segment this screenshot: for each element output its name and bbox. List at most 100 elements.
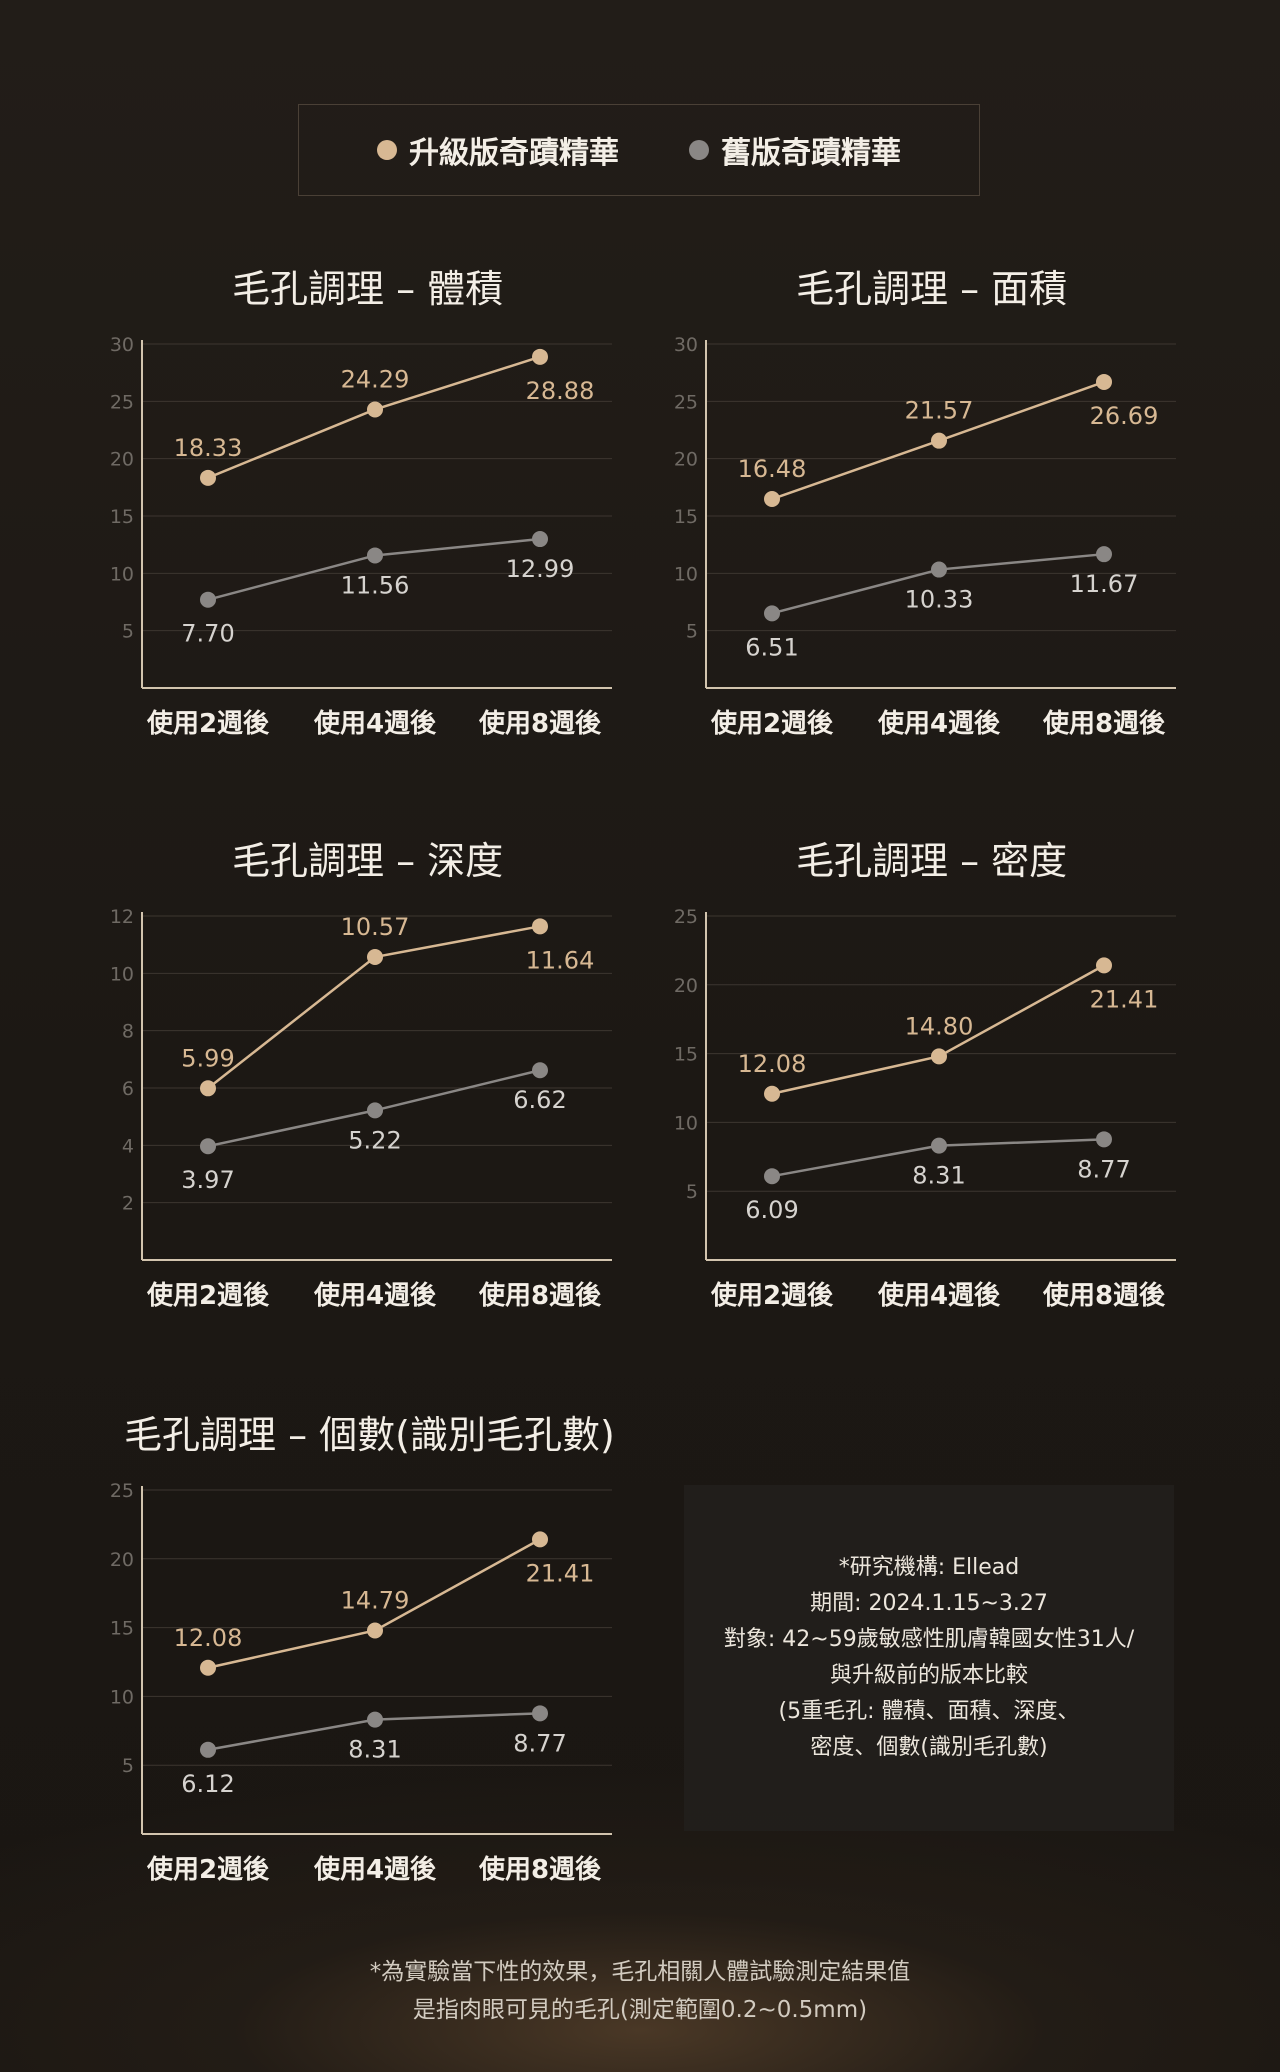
legend-item-new: 升級版奇蹟精華 [377,128,619,172]
x-category-label: 使用4週後 [313,1280,437,1311]
data-point-new [764,1085,780,1102]
chart-title-depth: 毛孔調理 – 深度 [232,839,504,883]
study-note-line: 期間: 2024.1.15~3.27 [810,1591,1048,1616]
y-tick-label: 25 [674,906,698,928]
y-tick-label: 10 [110,963,134,985]
data-point-new [367,948,383,965]
data-point-old [532,1062,548,1079]
y-tick-label: 15 [674,506,698,528]
data-point-new [532,1531,548,1548]
y-tick-label: 10 [674,563,698,585]
data-label-new: 14.79 [341,1586,410,1614]
data-label-old: 11.67 [1070,570,1139,598]
y-tick-label: 20 [110,449,134,471]
footer-disclaimer: *為實驗當下性的效果，毛孔相關人體試驗測定結果值 是指肉眼可見的毛孔(測定範圍0… [0,1953,1280,2029]
data-label-new: 16.48 [738,455,807,483]
data-point-new [532,348,548,365]
data-label-new: 18.33 [174,434,243,462]
chart-count: 5 10 15 20 25 使用2週後 使用4週後 使用8週後 12.08 14.79 21.41 6… [110,1480,612,1885]
data-label-new: 12.08 [174,1624,243,1652]
x-category-label: 使用8週後 [478,708,602,739]
chart-title-count: 毛孔調理 – 個數(識別毛孔數) [124,1413,615,1457]
data-point-new [200,469,216,486]
data-label-old: 6.51 [745,633,798,661]
study-note-line: *研究機構: Ellead [838,1555,1020,1580]
study-note-box: *研究機構: Ellead 期間: 2024.1.15~3.27 對象: 42~… [684,1485,1174,1831]
data-point-old [367,1102,383,1119]
x-category-label: 使用8週後 [1042,1280,1166,1311]
x-category-label: 使用2週後 [710,708,834,739]
data-label-old: 3.97 [181,1166,234,1194]
data-label-old: 5.22 [348,1126,401,1154]
data-label-new: 21.41 [1090,985,1159,1013]
data-label-new: 28.88 [526,377,595,405]
data-label-old: 6.12 [181,1770,234,1798]
chart-title-density: 毛孔調理 – 密度 [796,839,1068,883]
y-tick-label: 30 [674,334,698,356]
y-tick-label: 10 [110,563,134,585]
x-category-label: 使用2週後 [146,708,270,739]
data-label-old: 8.31 [348,1736,401,1764]
footer-line-1: *為實驗當下性的效果，毛孔相關人體試驗測定結果值 [369,1959,911,1985]
legend-label-new: 升級版奇蹟精華 [409,136,619,171]
data-label-new: 21.41 [526,1559,595,1587]
x-category-label: 使用8週後 [1042,708,1166,739]
y-tick-label: 6 [122,1078,134,1100]
data-point-old [764,605,780,622]
data-label-new: 26.69 [1090,402,1159,430]
x-category-label: 使用2週後 [146,1280,270,1311]
y-tick-label: 10 [674,1112,698,1134]
y-tick-label: 20 [674,449,698,471]
y-tick-label: 5 [122,621,134,643]
legend-dot-old [689,140,709,160]
data-label-new: 11.64 [526,946,595,974]
data-point-old [367,1711,383,1728]
chart-volume: 5 10 15 20 25 30 使用2週後 使用4週後 使用8週後 18.33 24.29 28.8… [110,334,612,739]
data-label-old: 11.56 [341,571,410,599]
y-tick-label: 20 [674,975,698,997]
data-point-new [200,1659,216,1676]
data-point-old [532,531,548,548]
data-point-old [532,1705,548,1722]
x-category-label: 使用2週後 [146,1854,270,1885]
data-label-old: 10.33 [905,586,974,614]
data-label-old: 8.31 [912,1162,965,1190]
data-label-new: 21.57 [905,397,974,425]
chart-legend: 升級版奇蹟精華 舊版奇蹟精華 [298,104,980,196]
legend-label-old: 舊版奇蹟精華 [721,136,901,171]
y-tick-label: 10 [110,1686,134,1708]
data-point-old [764,1168,780,1185]
y-tick-label: 20 [110,1549,134,1571]
study-note-line: (5重毛孔: 體積、面積、深度、 [778,1699,1080,1724]
data-point-new [200,1080,216,1097]
data-label-new: 5.99 [181,1044,234,1072]
data-label-old: 8.77 [513,1729,566,1757]
data-point-new [367,401,383,418]
data-label-old: 6.09 [745,1196,798,1224]
y-tick-label: 15 [674,1044,698,1066]
chart-title-area: 毛孔調理 – 面積 [796,267,1068,311]
x-category-label: 使用4週後 [877,1280,1001,1311]
y-tick-label: 25 [110,391,134,413]
chart-density: 5 10 15 20 25 使用2週後 使用4週後 使用8週後 12.08 14.80 21.41 6… [674,906,1176,1311]
data-point-old [1096,546,1112,563]
data-point-new [931,432,947,449]
x-category-label: 使用4週後 [313,708,437,739]
data-label-old: 7.70 [181,620,234,648]
data-label-old: 6.62 [513,1086,566,1114]
data-point-new [1096,957,1112,974]
y-tick-label: 12 [110,906,134,928]
study-note-line: 與升級前的版本比較 [829,1663,1028,1688]
legend-item-old: 舊版奇蹟精華 [689,128,901,172]
y-tick-label: 5 [122,1755,134,1777]
footer-line-2: 是指肉眼可見的毛孔(測定範圍0.2~0.5mm) [412,1997,868,2023]
data-label-new: 12.08 [738,1050,807,1078]
chart-area: 5 10 15 20 25 30 使用2週後 使用4週後 使用8週後 16.48 21.57 26.6… [674,334,1176,739]
y-tick-label: 5 [686,621,698,643]
data-point-old [1096,1131,1112,1148]
data-point-new [532,918,548,935]
chart-depth: 2 4 6 8 10 12 使用2週後 使用4週後 使用8週後 5.99 10.57 11.64 3.9… [110,906,612,1311]
y-tick-label: 15 [110,1618,134,1640]
data-point-old [200,591,216,608]
data-point-old [931,561,947,578]
